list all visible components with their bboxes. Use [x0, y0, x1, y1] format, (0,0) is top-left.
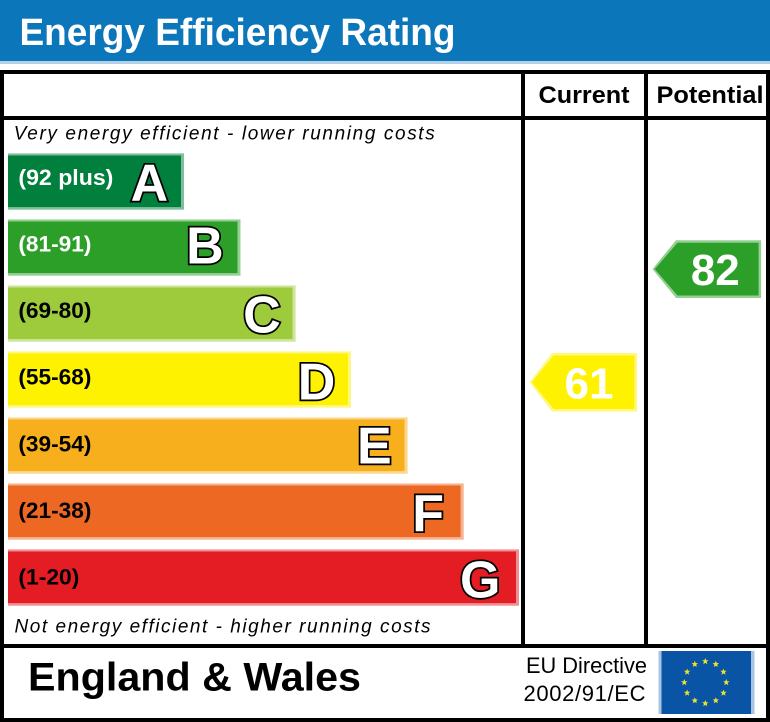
- svg-text:F: F: [412, 485, 444, 543]
- svg-text:C: C: [243, 286, 281, 344]
- svg-text:England & Wales: England & Wales: [28, 656, 361, 700]
- svg-text:E: E: [357, 418, 392, 476]
- svg-text:(21-38): (21-38): [18, 498, 91, 523]
- svg-text:61: 61: [565, 360, 614, 409]
- svg-text:EU Directive: EU Directive: [526, 653, 647, 678]
- svg-text:2002/91/EC: 2002/91/EC: [524, 681, 646, 706]
- svg-text:Energy Efficiency Rating: Energy Efficiency Rating: [20, 12, 456, 54]
- svg-text:(39-54): (39-54): [18, 431, 91, 456]
- svg-text:Not energy efficient - higher: Not energy efficient - higher running co…: [15, 617, 432, 638]
- svg-text:Current: Current: [539, 82, 630, 109]
- svg-text:(81-91): (81-91): [18, 232, 91, 257]
- svg-text:B: B: [186, 218, 224, 276]
- svg-text:(55-68): (55-68): [18, 365, 91, 390]
- svg-text:82: 82: [691, 246, 740, 295]
- svg-text:G: G: [460, 552, 500, 610]
- svg-text:Potential: Potential: [657, 82, 764, 109]
- svg-text:(92 plus): (92 plus): [18, 165, 113, 190]
- svg-text:Very energy efficient - lower: Very energy efficient - lower running co…: [14, 124, 436, 145]
- svg-text:A: A: [131, 155, 169, 213]
- svg-text:D: D: [298, 354, 336, 412]
- svg-text:(1-20): (1-20): [18, 564, 79, 589]
- svg-text:(69-80): (69-80): [18, 298, 91, 323]
